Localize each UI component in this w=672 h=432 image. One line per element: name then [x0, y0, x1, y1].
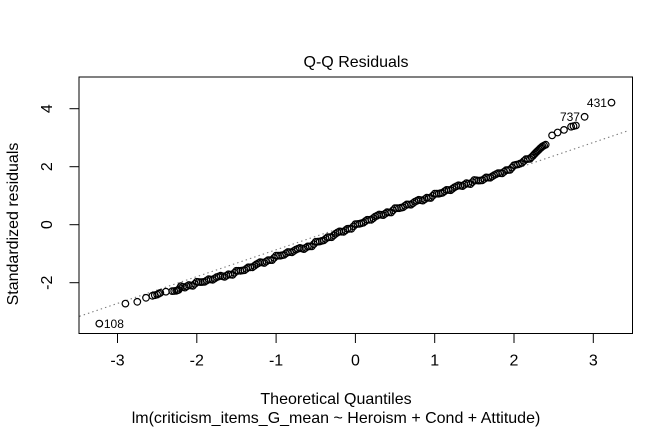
- data-point: [426, 194, 435, 202]
- data-point: [560, 125, 568, 134]
- outlier-label: 431: [587, 96, 607, 110]
- data-point: [541, 140, 550, 149]
- x-tick-label: 0: [351, 353, 360, 370]
- outlier-label: 737: [560, 110, 580, 124]
- data-point: [133, 297, 142, 306]
- data-point: [553, 128, 562, 137]
- x-tick-label: 3: [589, 353, 598, 370]
- data-point: [228, 271, 237, 279]
- data-point: [121, 299, 130, 308]
- x-tick-label: -2: [190, 353, 204, 370]
- qq-reference-line: [79, 130, 629, 317]
- data-point: [347, 224, 356, 233]
- data-point: [506, 165, 514, 174]
- data-point: [466, 180, 475, 189]
- data-point: [182, 282, 191, 291]
- model-formula-caption: lm(criticism_items_G_mean ~ Heroism + Co…: [131, 410, 541, 427]
- outlier-point: [580, 112, 589, 121]
- x-tick-label: -3: [110, 353, 124, 370]
- outlier-point: [95, 319, 104, 328]
- data-point: [250, 262, 259, 270]
- data-point: [142, 293, 150, 302]
- data-point: [208, 275, 217, 284]
- data-point: [387, 208, 396, 217]
- chart-title: Q-Q Residuals: [303, 54, 409, 71]
- y-tick-label: 4: [39, 104, 56, 113]
- data-point: [268, 256, 277, 265]
- data-point: [307, 242, 316, 251]
- data-point: [369, 214, 378, 223]
- data-point: [486, 173, 495, 182]
- outlier-point: [607, 98, 616, 107]
- x-tick-label: 2: [510, 353, 519, 370]
- x-tick-label: -1: [269, 353, 283, 370]
- x-axis-title: Theoretical Quantiles: [260, 391, 412, 408]
- data-point: [488, 172, 497, 181]
- y-tick-label: 2: [39, 162, 56, 171]
- data-point: [448, 184, 457, 193]
- y-tick-label: -2: [39, 275, 56, 289]
- data-point: [254, 259, 263, 268]
- data-point: [572, 121, 580, 130]
- data-point: [290, 246, 298, 255]
- y-tick-label: 0: [39, 220, 56, 229]
- data-point: [156, 289, 165, 297]
- data-point: [188, 282, 197, 290]
- x-tick-label: 1: [430, 353, 439, 370]
- data-point: [409, 199, 417, 208]
- outlier-label: 108: [104, 317, 124, 331]
- y-axis-title: Standardized residuals: [5, 142, 22, 306]
